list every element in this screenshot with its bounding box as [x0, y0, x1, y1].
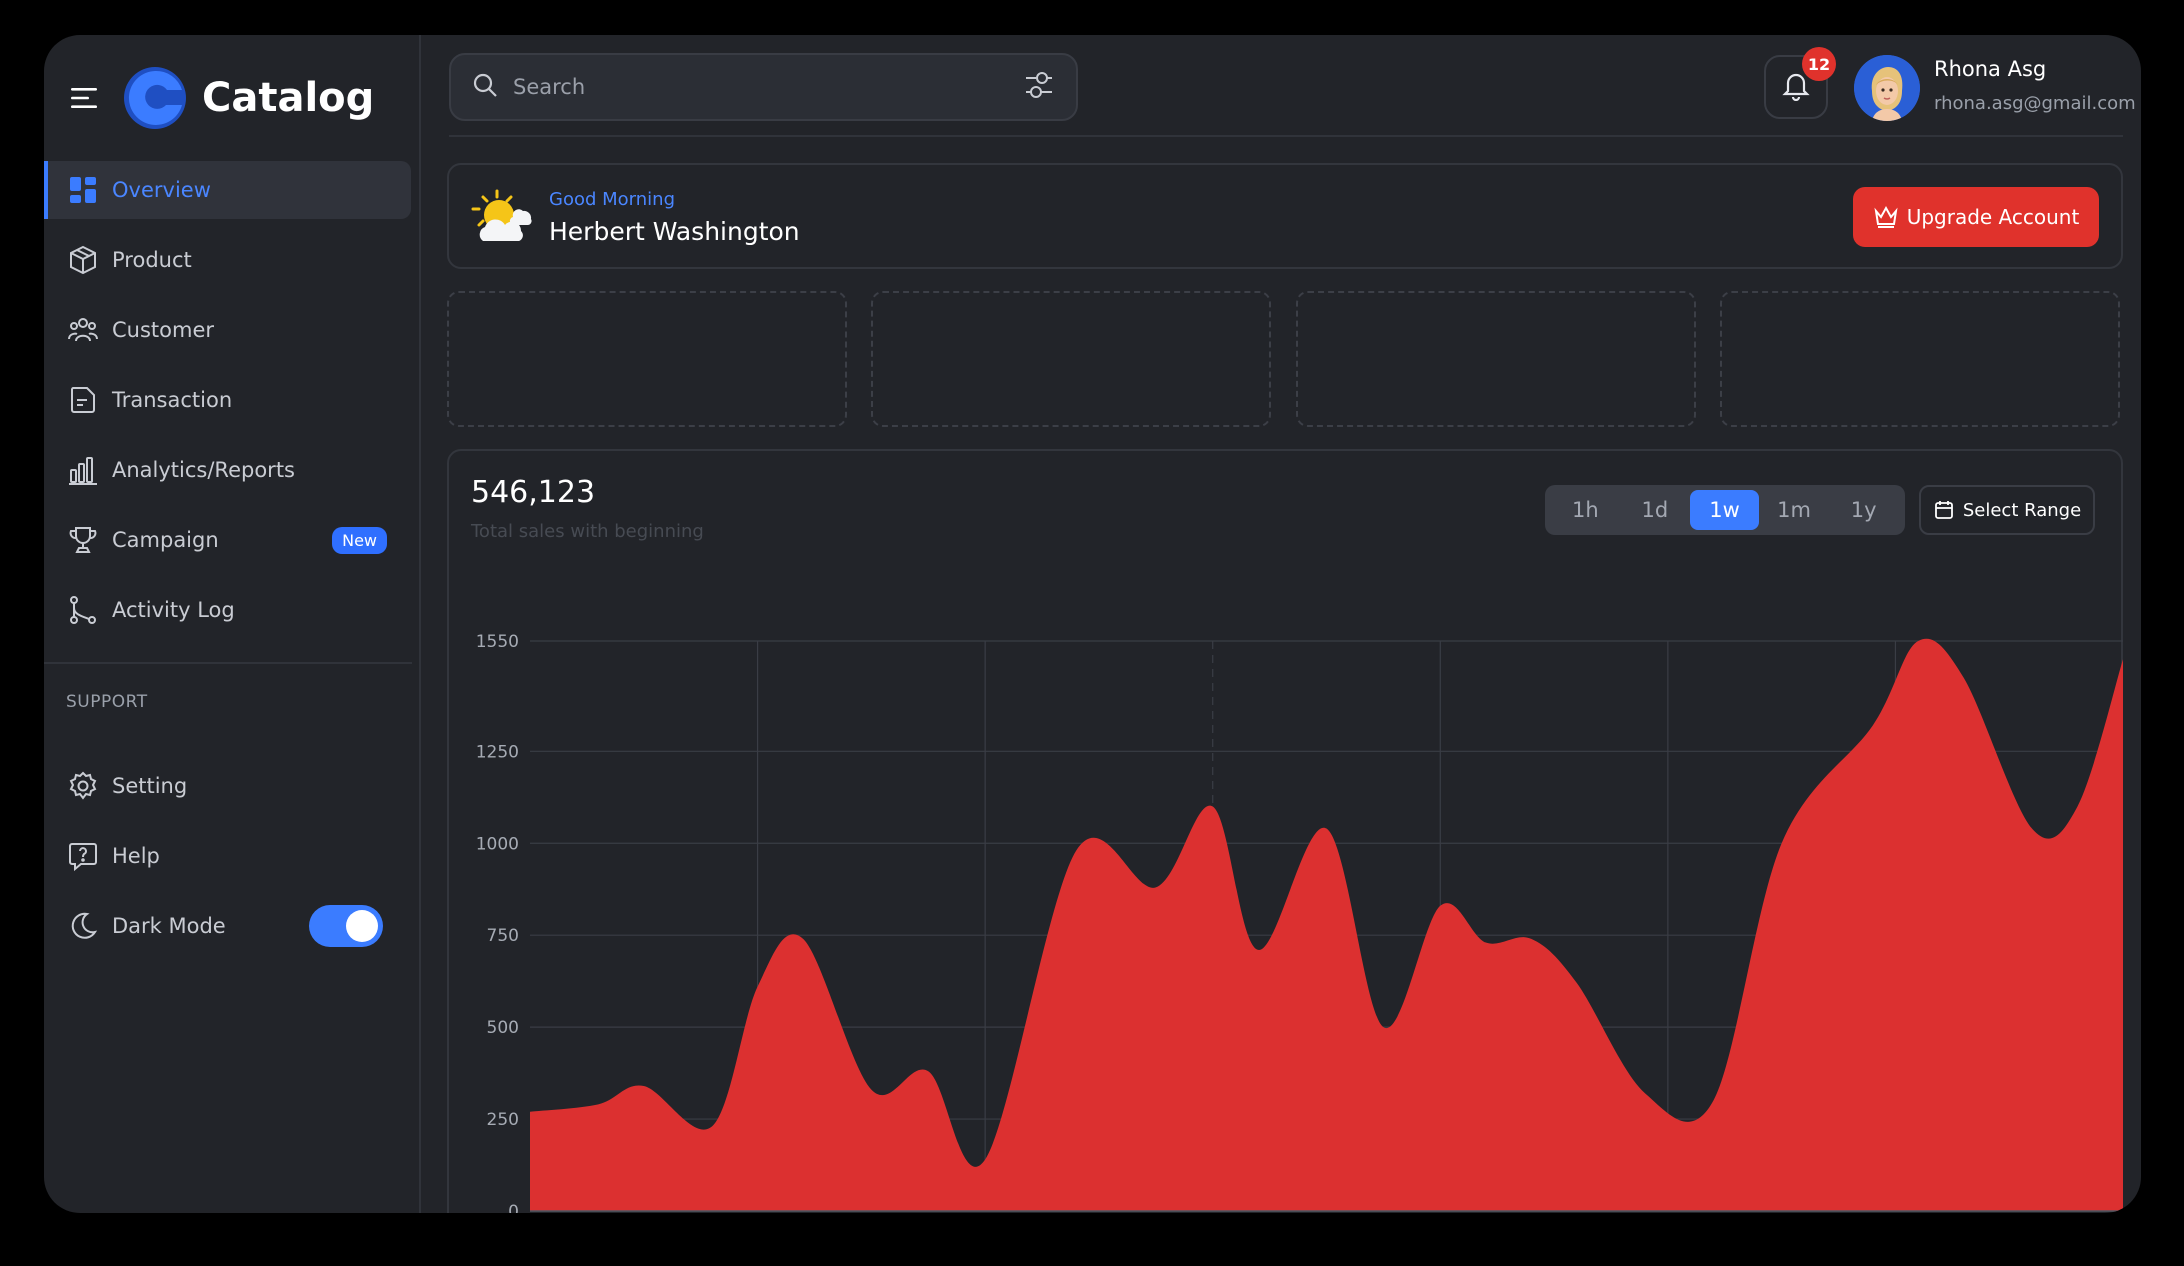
range-1h-button[interactable]: 1h [1571, 498, 1599, 522]
sidebar-item-dark-mode: Dark Mode [44, 897, 411, 955]
calendar-icon [1934, 501, 1953, 519]
grid-icon [66, 173, 100, 207]
select-range-button[interactable]: Select Range [1919, 485, 2095, 535]
help-icon [66, 839, 100, 873]
y-tick-label: 1550 [476, 632, 519, 652]
header-divider [449, 135, 2123, 137]
stat-card-placeholder [1296, 291, 1696, 427]
sales-chart-card: 0 250 500 750 1000 1250 1550 01 Jan 02 Jan 03 Jan… [447, 449, 2123, 1213]
sidebar-item-activity-log[interactable]: Activity Log [44, 581, 411, 639]
moon-icon [66, 909, 100, 943]
search-icon [471, 71, 499, 103]
search-input[interactable]: Search [513, 75, 586, 99]
y-tick-label: 0 [508, 1202, 519, 1213]
total-sales-subtitle: Total sales with beginning [471, 521, 704, 542]
sidebar-item-transaction[interactable]: Transaction [44, 371, 411, 429]
bell-icon [1780, 69, 1812, 105]
support-section-label: SUPPORT [66, 692, 148, 712]
notification-count-badge: 12 [1802, 47, 1836, 81]
time-range-selector: 1h 1d 1w 1m 1y [1545, 485, 1905, 535]
sidebar-item-analytics[interactable]: Analytics/Reports [44, 441, 411, 499]
sidebar-item-label: Dark Mode [112, 914, 226, 938]
total-sales-value: 546,123 [471, 475, 596, 510]
range-1m-button[interactable]: 1m [1777, 498, 1811, 522]
sidebar-item-label: Overview [112, 178, 211, 202]
sidebar-item-product[interactable]: Product [44, 231, 411, 289]
select-range-label: Select Range [1962, 499, 2082, 521]
stat-card-placeholder [447, 291, 847, 427]
search-bar[interactable]: Search [449, 53, 1078, 121]
sidebar-item-label: Transaction [112, 388, 233, 412]
user-email: rhona.asg@gmail.com [1934, 93, 2136, 114]
upgrade-account-label: Upgrade Account [1906, 205, 2080, 229]
sidebar-item-label: Activity Log [112, 598, 235, 622]
y-tick-label: 500 [487, 1018, 519, 1038]
support-nav: Setting Help Dark Mode [44, 757, 421, 967]
logo-row: Catalog [64, 55, 374, 141]
range-1w-button[interactable]: 1w [1690, 490, 1759, 530]
greeting-name: Herbert Washington [549, 217, 800, 246]
user-name: Rhona Asg [1934, 57, 2047, 81]
crown-icon [1874, 205, 1898, 228]
y-tick-label: 250 [487, 1110, 519, 1130]
sidebar-item-overview[interactable]: Overview [44, 161, 411, 219]
greeting-card: Good Morning Herbert Washington Upgrade … [447, 163, 2123, 269]
document-icon [66, 383, 100, 417]
gear-icon [66, 769, 100, 803]
range-1d-button[interactable]: 1d [1641, 498, 1669, 522]
filter-icon[interactable] [1022, 68, 1056, 106]
sidebar-item-label: Analytics/Reports [112, 458, 295, 482]
sidebar: Catalog Overview Product Customer [44, 35, 421, 1213]
catalog-logo-icon [122, 65, 188, 131]
greeting-salutation: Good Morning [549, 189, 675, 210]
main-nav: Overview Product Customer Transaction [44, 161, 421, 651]
brand-name: Catalog [202, 75, 375, 121]
y-tick-label: 1000 [476, 834, 519, 854]
weather-sun-icon [469, 187, 533, 251]
new-badge: New [332, 526, 387, 554]
sidebar-item-label: Customer [112, 318, 215, 342]
sidebar-item-customer[interactable]: Customer [44, 301, 411, 359]
sidebar-divider [44, 662, 412, 664]
sidebar-item-campaign[interactable]: Campaign New [44, 511, 411, 569]
sales-area-series [530, 638, 2123, 1211]
y-tick-label: 1250 [476, 742, 519, 762]
y-tick-label: 750 [487, 926, 519, 946]
app-window: Catalog Overview Product Customer [44, 35, 2141, 1213]
avatar[interactable] [1854, 55, 1920, 121]
trophy-icon [66, 523, 100, 557]
users-icon [66, 313, 100, 347]
hamburger-menu-icon[interactable] [64, 78, 104, 118]
sidebar-item-label: Campaign [112, 528, 219, 552]
sidebar-item-label: Product [112, 248, 192, 272]
range-1y-button[interactable]: 1y [1850, 498, 1877, 522]
stat-card-placeholder [1720, 291, 2120, 427]
sidebar-item-label: Help [112, 844, 160, 868]
dark-mode-toggle[interactable] [309, 905, 383, 947]
sidebar-item-label: Setting [112, 774, 188, 798]
bar-chart-icon [66, 453, 100, 487]
notification-button[interactable]: 12 [1764, 47, 1836, 119]
flow-icon [66, 593, 100, 627]
stat-card-placeholder [871, 291, 1271, 427]
sidebar-item-setting[interactable]: Setting [44, 757, 411, 815]
box-icon [66, 243, 100, 277]
sidebar-item-help[interactable]: Help [44, 827, 411, 885]
upgrade-account-button[interactable]: Upgrade Account [1853, 187, 2099, 247]
